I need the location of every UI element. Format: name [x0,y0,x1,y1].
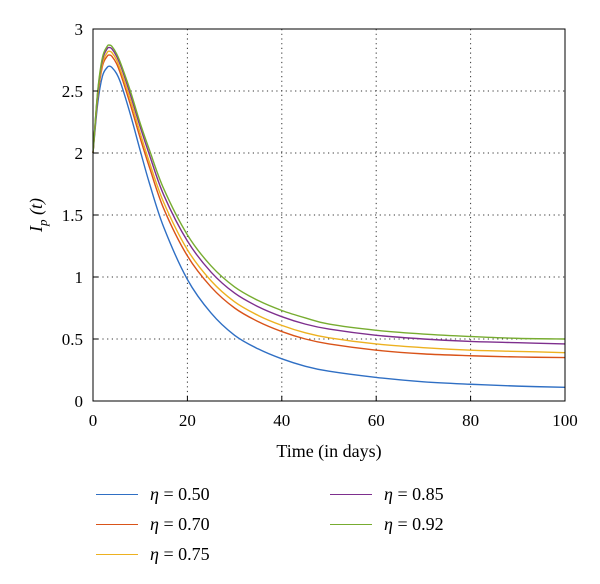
series-line-2 [92,50,566,354]
y-tick-label-2: 1 [75,268,84,287]
series-lines [92,44,566,389]
x-axis-label: Time (in days) [276,441,381,462]
x-tick-label-1: 20 [179,411,196,430]
series-line-3 [92,46,566,345]
y-tick-label-4: 2 [75,144,84,163]
y-axis-label-arg: (t) [26,198,47,220]
grid-lines [93,29,565,401]
series-line-1 [92,54,566,359]
y-tick-label-3: 1.5 [62,206,83,225]
y-tick-label-5: 2.5 [62,82,83,101]
x-tick-label-5: 100 [552,411,578,430]
y-tick-label-1: 0.5 [62,330,83,349]
series-line-4 [92,44,566,340]
y-axis-label: Ip (t) [26,198,50,233]
y-axis-ticks: 0 0.5 1 1.5 2 2.5 3 [62,20,98,411]
x-tick-label-2: 40 [273,411,290,430]
y-axis-label-sub: p [35,219,50,227]
series-line-0 [92,65,566,389]
y-tick-label-0: 0 [75,392,84,411]
x-tick-label-3: 60 [368,411,385,430]
x-axis-ticks: 0 20 40 60 80 100 [89,396,578,430]
x-tick-label-0: 0 [89,411,98,430]
y-axis-label-main: I [26,225,46,233]
x-tick-label-4: 80 [462,411,479,430]
y-tick-label-6: 3 [75,20,84,39]
